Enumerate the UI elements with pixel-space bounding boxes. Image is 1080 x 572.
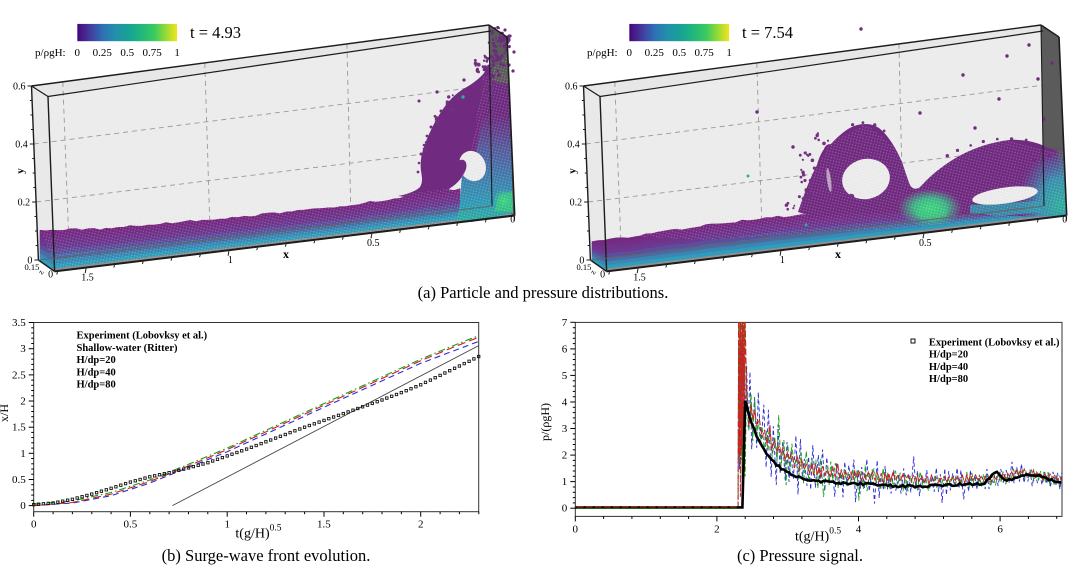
svg-text:t = 7.54: t = 7.54 (742, 23, 793, 42)
svg-text:0.5: 0.5 (12, 474, 26, 486)
svg-text:1.5: 1.5 (317, 519, 331, 531)
svg-text:0.15: 0.15 (577, 262, 592, 272)
svg-text:p/ρgH:: p/ρgH: (35, 47, 66, 59)
svg-text:t = 4.93: t = 4.93 (190, 23, 241, 42)
svg-text:2: 2 (418, 519, 424, 531)
svg-text:0.2: 0.2 (570, 198, 583, 209)
svg-text:0.5: 0.5 (124, 519, 138, 531)
svg-text:5: 5 (562, 370, 568, 382)
svg-text:0: 0 (48, 270, 53, 281)
svg-text:2: 2 (20, 396, 26, 408)
svg-text:p/(ρgH): p/(ρgH) (538, 403, 552, 441)
svg-text:z: z (36, 268, 46, 276)
svg-text:1: 1 (780, 255, 785, 266)
svg-text:(b) Surge-wave front evolution: (b) Surge-wave front evolution. (162, 546, 371, 565)
svg-text:2: 2 (714, 523, 720, 535)
svg-text:3: 3 (20, 343, 26, 355)
svg-text:H/dp=20: H/dp=20 (77, 355, 116, 366)
svg-text:1: 1 (20, 448, 26, 460)
svg-text:4: 4 (562, 397, 568, 409)
svg-text:0.5: 0.5 (367, 238, 380, 249)
svg-text:0: 0 (1062, 215, 1067, 226)
svg-text:6: 6 (997, 523, 1003, 535)
svg-text:H/dp=40: H/dp=40 (77, 367, 116, 378)
svg-text:x/H: x/H (0, 404, 11, 422)
svg-text:z: z (588, 268, 598, 276)
svg-text:0: 0 (20, 500, 26, 512)
svg-text:H/dp=80: H/dp=80 (929, 374, 968, 385)
svg-text:Experiment (Lobovksy et al.): Experiment (Lobovksy et al.) (929, 338, 1060, 349)
svg-text:0.15: 0.15 (25, 262, 40, 272)
svg-text:0.6: 0.6 (13, 82, 26, 93)
svg-text:1: 1 (228, 255, 233, 266)
svg-text:0.25: 0.25 (645, 47, 665, 59)
svg-text:p/ρgH:: p/ρgH: (587, 47, 618, 59)
svg-text:0: 0 (600, 270, 605, 281)
svg-text:0.75: 0.75 (694, 47, 714, 59)
svg-text:4: 4 (856, 523, 862, 535)
svg-text:1.5: 1.5 (633, 273, 646, 284)
svg-text:0: 0 (562, 503, 568, 515)
svg-text:0: 0 (31, 519, 37, 531)
svg-text:0.25: 0.25 (93, 47, 113, 59)
svg-text:0.4: 0.4 (15, 140, 28, 151)
svg-text:6: 6 (562, 343, 568, 355)
svg-text:0.6: 0.6 (565, 82, 578, 93)
svg-text:0: 0 (510, 215, 515, 226)
svg-text:3.5: 3.5 (12, 317, 26, 329)
svg-text:0.4: 0.4 (567, 140, 580, 151)
svg-text:0.5: 0.5 (672, 47, 686, 59)
svg-text:Experiment (Lobovksy et al.): Experiment (Lobovksy et al.) (77, 331, 208, 342)
svg-text:0: 0 (579, 256, 584, 267)
svg-text:0.75: 0.75 (142, 47, 162, 59)
svg-text:1: 1 (224, 519, 230, 531)
svg-text:0.5: 0.5 (120, 47, 134, 59)
svg-text:y: y (14, 168, 26, 174)
svg-text:2: 2 (562, 450, 568, 462)
svg-text:1: 1 (726, 47, 732, 59)
svg-text:3: 3 (562, 423, 568, 435)
svg-text:1: 1 (174, 47, 180, 59)
svg-text:2.5: 2.5 (12, 369, 26, 381)
svg-text:H/dp=80: H/dp=80 (77, 380, 116, 391)
svg-text:1.5: 1.5 (81, 273, 94, 284)
svg-text:0: 0 (573, 523, 579, 535)
svg-text:1.5: 1.5 (12, 422, 26, 434)
svg-text:0: 0 (27, 256, 32, 267)
svg-text:x: x (283, 247, 289, 261)
svg-text:(a) Particle and pressure dist: (a) Particle and pressure distributions. (418, 283, 669, 302)
svg-text:y: y (566, 168, 578, 174)
svg-text:1: 1 (562, 476, 568, 488)
svg-text:0.5: 0.5 (919, 238, 932, 249)
svg-text:Shallow-water (Ritter): Shallow-water (Ritter) (77, 343, 178, 354)
svg-text:H/dp=40: H/dp=40 (929, 362, 968, 373)
svg-text:(c) Pressure signal.: (c) Pressure signal. (737, 546, 863, 565)
svg-text:0.2: 0.2 (18, 198, 31, 209)
svg-text:0: 0 (627, 47, 633, 59)
svg-text:0: 0 (75, 47, 81, 59)
svg-text:x: x (835, 247, 841, 261)
svg-text:H/dp=20: H/dp=20 (929, 350, 968, 361)
svg-text:7: 7 (562, 317, 568, 329)
